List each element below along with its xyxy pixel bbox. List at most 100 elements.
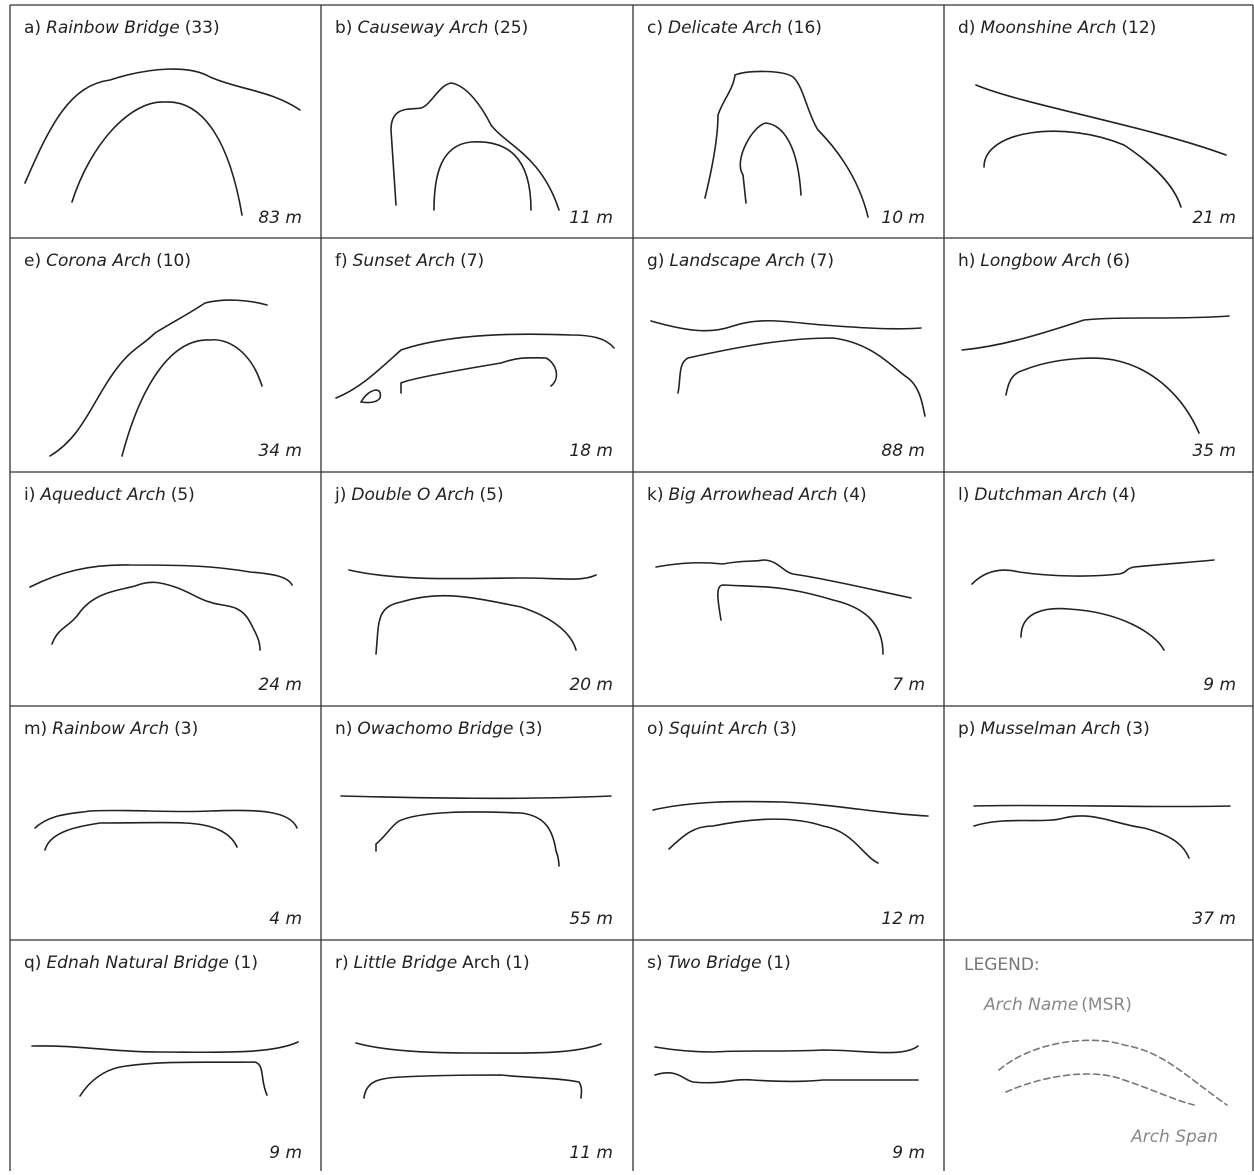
legend-outline	[1006, 1074, 1194, 1105]
arch-outline	[974, 805, 1230, 806]
arch-name: Delicate Arch	[668, 18, 782, 38]
arch-msr: (4)	[1112, 485, 1136, 505]
panel-letter: n)	[335, 719, 352, 739]
arch-panel: p)Musselman Arch(3)37 m	[958, 719, 1236, 929]
arch-outline	[651, 321, 921, 331]
arch-span: 9 m	[892, 1143, 925, 1163]
arch-msr: (7)	[810, 251, 834, 271]
legend-name: Arch Name(MSR)	[983, 995, 1132, 1015]
panel-letter: e)	[24, 251, 41, 271]
arch-outline	[401, 358, 556, 393]
panel-title: b)Causeway Arch(25)	[335, 18, 528, 38]
arch-outline	[655, 1073, 918, 1083]
arch-outline	[361, 390, 380, 402]
arch-outline	[962, 316, 1229, 350]
arch-outline	[391, 83, 559, 210]
arch-msr: (5)	[480, 485, 504, 505]
panel-title: a)Rainbow Bridge(33)	[24, 18, 220, 38]
arch-panel: n)Owachomo Bridge(3)55 m	[335, 719, 613, 929]
panel-title: d)Moonshine Arch(12)	[958, 18, 1156, 38]
arch-outline	[653, 802, 928, 816]
arch-outline	[25, 69, 300, 183]
arch-msr: (6)	[1106, 251, 1130, 271]
legend-title: LEGEND:	[964, 955, 1040, 975]
panel-letter: k)	[647, 485, 663, 505]
arch-outline	[32, 1042, 298, 1052]
arch-msr: (3)	[773, 719, 797, 739]
panel-title: o)Squint Arch(3)	[647, 719, 797, 739]
legend-arch-name: Arch Name	[983, 995, 1078, 1015]
page: a)Rainbow Bridge(33)83 mb)Causeway Arch(…	[0, 0, 1254, 1175]
legend-span: Arch Span	[1130, 1127, 1218, 1147]
arch-outline	[52, 582, 260, 650]
panel-title: f)Sunset Arch(7)	[335, 251, 484, 271]
panel-letter: d)	[958, 18, 975, 38]
arch-span: 21 m	[1192, 208, 1236, 228]
arch-outline	[984, 131, 1181, 207]
panel-title: k)Big Arrowhead Arch(4)	[647, 485, 867, 505]
arch-span: 55 m	[569, 909, 613, 929]
panel-letter: o)	[647, 719, 664, 739]
arch-panel: l)Dutchman Arch(4)9 m	[958, 485, 1236, 695]
panel-letter: b)	[335, 18, 352, 38]
arch-panel: d)Moonshine Arch(12) 21 m	[958, 18, 1236, 228]
arch-outline	[972, 560, 1214, 584]
arch-name: Corona Arch	[46, 251, 151, 271]
panel-letter: c)	[647, 18, 663, 38]
arch-span: 7 m	[892, 675, 925, 695]
arch-name: Two Bridge	[668, 953, 762, 973]
panel-title: e)Corona Arch(10)	[24, 251, 191, 271]
arch-span: 35 m	[1192, 441, 1236, 461]
legend: LEGEND: Arch Name(MSR) Arch Span	[964, 955, 1227, 1147]
arch-outline	[1006, 358, 1199, 433]
arch-panel: e)Corona Arch(10) 34 m	[24, 251, 302, 461]
arch-name: Moonshine Arch	[980, 18, 1116, 38]
panel-title: r)Little BridgeArch(1)	[335, 953, 530, 973]
arch-msr: (10)	[156, 251, 191, 271]
arch-span: 4 m	[269, 909, 302, 929]
arch-outline	[740, 123, 801, 203]
arch-outline	[1021, 609, 1164, 650]
panel-title: h)Longbow Arch(6)	[958, 251, 1130, 271]
arch-msr: (7)	[460, 251, 484, 271]
arch-outline	[364, 1075, 582, 1098]
panel-title: g)Landscape Arch(7)	[647, 251, 834, 271]
arch-name: Double O Arch	[351, 485, 474, 505]
arch-outline	[705, 71, 868, 217]
arch-panel: k)Big Arrowhead Arch(4) 7 m	[647, 485, 925, 695]
panel-letter: s)	[647, 953, 663, 973]
legend-msr: (MSR)	[1081, 995, 1132, 1015]
arch-name: Musselman Arch	[980, 719, 1120, 739]
arch-outline	[336, 334, 614, 398]
arch-name: Squint Arch	[669, 719, 768, 739]
panel-letter: q)	[24, 953, 41, 973]
arch-panel: c)Delicate Arch(16)10 m	[647, 18, 925, 228]
arch-msr: (5)	[171, 485, 195, 505]
panel-letter: a)	[24, 18, 41, 38]
arch-outline	[376, 596, 576, 654]
arch-outline	[376, 812, 559, 866]
arch-msr: (1)	[234, 953, 258, 973]
arch-outline	[678, 338, 925, 416]
arch-figure: a)Rainbow Bridge(33)83 mb)Causeway Arch(…	[0, 0, 1254, 1171]
panel-title: q)Ednah Natural Bridge (1)	[24, 953, 258, 973]
arch-panel: f)Sunset Arch(7)18 m	[335, 251, 614, 461]
arch-panel: q)Ednah Natural Bridge(1)9 m	[24, 953, 302, 1163]
panel-title: m)Rainbow Arch(3)	[24, 719, 198, 739]
panel-title: c)Delicate Arch(16)	[647, 18, 822, 38]
arch-name: Owachomo Bridge	[357, 719, 513, 739]
legend-outline	[999, 1040, 1227, 1105]
arch-outline	[122, 340, 262, 456]
arch-outline	[72, 102, 242, 215]
arch-msr: (33)	[185, 18, 220, 38]
arch-outline	[655, 1046, 918, 1053]
arch-name: Ednah Natural Bridge	[46, 953, 228, 973]
arch-panel: m)Rainbow Arch(3) 4 m	[24, 719, 302, 929]
arch-name-suffix: Arch	[462, 953, 500, 973]
arch-panel: j)Double O Arch(5)20 m	[334, 485, 613, 695]
arch-span: 34 m	[258, 441, 302, 461]
arch-span: 24 m	[258, 675, 302, 695]
arch-msr: (3)	[1126, 719, 1150, 739]
arch-outline	[434, 142, 531, 210]
